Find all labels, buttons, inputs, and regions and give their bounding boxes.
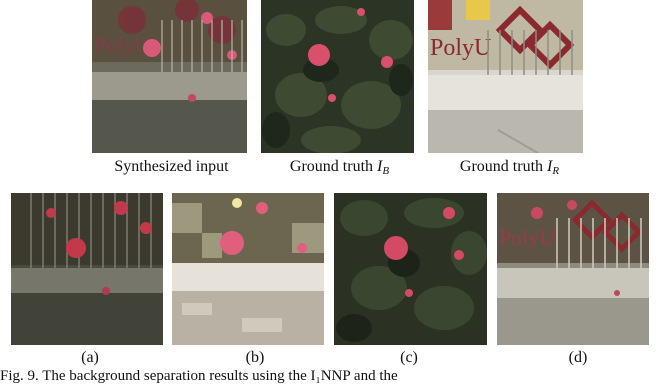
result-c-image: [334, 193, 487, 345]
ground-truth-background-label: Ground truth IB: [289, 158, 390, 177]
svg-text:PolyU: PolyU: [430, 35, 491, 61]
result-a-label: (a): [81, 349, 99, 366]
result-b-image: [172, 193, 324, 345]
synthesized-input-label: Synthesized input: [114, 158, 229, 175]
ground-truth-background-image: [261, 0, 414, 153]
svg-text:PolyU: PolyU: [499, 225, 555, 250]
result-a-image: [11, 193, 163, 345]
result-d-label: (d): [568, 349, 588, 366]
result-d-image: PolyU: [497, 193, 649, 345]
result-b-label: (b): [245, 349, 265, 366]
synthesized-input-image: PolyU: [92, 0, 247, 153]
figure-caption: Fig. 9. The background separation result…: [0, 368, 398, 384]
result-c-label: (c): [400, 349, 418, 366]
svg-text:PolyU: PolyU: [94, 32, 150, 57]
ground-truth-reflection-image: PolyU: [428, 0, 583, 153]
ground-truth-reflection-label: Ground truth IR: [459, 158, 560, 177]
